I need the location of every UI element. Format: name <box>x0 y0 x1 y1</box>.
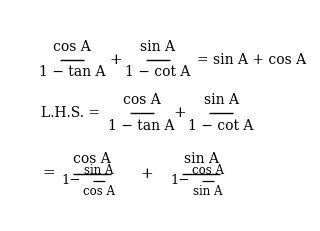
Text: = sin A + cos A: = sin A + cos A <box>197 53 307 67</box>
Text: cos A: cos A <box>73 152 111 166</box>
Text: cos A: cos A <box>83 185 115 198</box>
Text: sin A: sin A <box>140 40 175 54</box>
Text: 1 − cot A: 1 − cot A <box>188 119 254 133</box>
Text: cos A: cos A <box>123 93 161 107</box>
Text: sin A: sin A <box>184 152 219 166</box>
Text: =: = <box>43 167 55 181</box>
Text: cos A: cos A <box>192 164 224 177</box>
Text: +: + <box>140 167 153 181</box>
Text: L.H.S. =: L.H.S. = <box>41 106 100 120</box>
Text: +: + <box>109 53 122 67</box>
Text: 1 − tan A: 1 − tan A <box>108 119 175 133</box>
Text: 1 − tan A: 1 − tan A <box>39 65 106 79</box>
Text: cos A: cos A <box>53 40 91 54</box>
Text: 1−: 1− <box>61 174 81 187</box>
Text: sin A: sin A <box>193 185 223 198</box>
Text: +: + <box>174 106 187 120</box>
Text: 1 − cot A: 1 − cot A <box>125 65 190 79</box>
Text: sin A: sin A <box>204 93 238 107</box>
Text: 1−: 1− <box>171 174 190 187</box>
Text: sin A: sin A <box>84 164 114 177</box>
